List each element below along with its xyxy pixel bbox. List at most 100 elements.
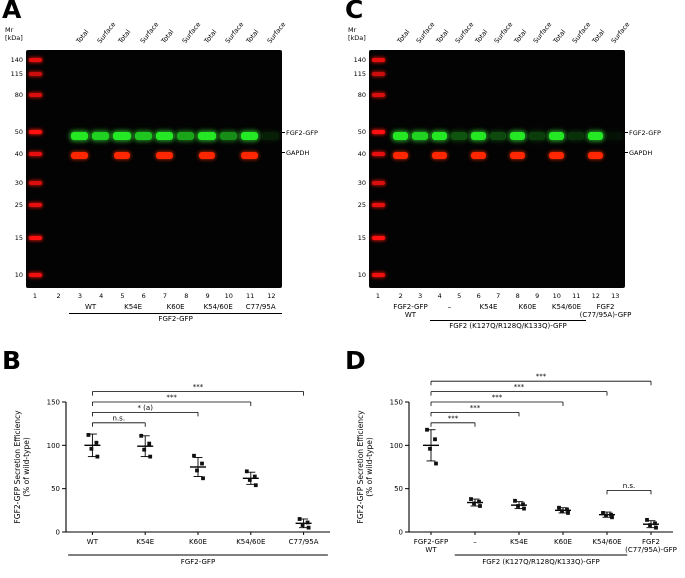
lane-fraction-label: Surface — [570, 20, 593, 45]
data-point — [89, 446, 94, 451]
data-point — [434, 461, 438, 466]
x-tick-label: FGF2-GFP — [414, 538, 448, 546]
data-point — [200, 461, 204, 466]
y-tick-label: 150 — [390, 399, 403, 407]
x-tick-label: WT — [87, 538, 99, 546]
lane-number: 5 — [457, 292, 462, 300]
mw-marker-label: 40 — [14, 150, 23, 158]
lane-fraction-label: Total — [159, 28, 176, 45]
construct-group-label: FGF2 (K127Q/R128Q/K133Q)-GFP — [482, 558, 599, 566]
data-point — [604, 513, 608, 518]
lane-number: 1 — [32, 292, 38, 300]
fgf2-gfp-band — [240, 132, 259, 140]
mutant-group-label: C77/95A — [245, 303, 276, 311]
lane-fraction-label: Total — [551, 28, 568, 45]
lane-number: 9 — [535, 292, 540, 300]
data-point — [300, 523, 305, 527]
gapdh-band-label: GAPDH — [624, 149, 653, 157]
construct-bracket — [430, 320, 586, 321]
mw-marker-label: 25 — [357, 201, 366, 209]
data-point — [610, 515, 614, 520]
lane-number: 3 — [418, 292, 423, 300]
significance-label: *** — [514, 383, 525, 391]
fgf2-gfp-band — [177, 132, 195, 140]
fgf2-gfp-band — [490, 132, 506, 140]
mr-text: Mr — [348, 26, 357, 34]
lane-number: 6 — [141, 292, 146, 300]
mw-ladder-band — [372, 236, 385, 240]
x-tick-sublabel: WT — [425, 546, 437, 554]
mw-ladder-band — [372, 203, 385, 207]
lane-number: 4 — [99, 292, 104, 300]
lane-number: 2 — [56, 292, 61, 300]
panel-b-letter: B — [2, 346, 22, 375]
fgf2-gfp-band — [509, 132, 525, 140]
data-point — [142, 447, 147, 452]
gapdh-band — [432, 152, 447, 159]
lane-number: 8 — [184, 292, 189, 300]
data-point — [306, 525, 311, 530]
lane-number: 12 — [267, 292, 276, 300]
significance-label: *** — [193, 383, 204, 391]
significance-label: *** — [536, 373, 547, 381]
data-point — [654, 525, 658, 530]
lane-fraction-label: Total — [590, 28, 607, 45]
lane-fraction-label: Total — [434, 28, 451, 45]
mw-marker-label: 30 — [357, 179, 366, 187]
data-point — [95, 454, 100, 459]
x-tick-label: C77/95A — [289, 538, 319, 546]
construct-bracket — [69, 313, 282, 314]
data-point — [201, 476, 205, 481]
lane-number: 4 — [437, 292, 442, 300]
fgf2-gfp-band — [219, 132, 237, 140]
mw-ladder-band — [29, 152, 42, 156]
y-tick-label: 100 — [390, 442, 403, 450]
data-point — [516, 504, 520, 508]
y-tick-label: 50 — [394, 485, 403, 493]
data-point — [148, 454, 153, 459]
lane-fraction-label: Surface — [138, 20, 160, 45]
x-tick-label: FGF2 — [642, 538, 660, 546]
mutant-group-label: FGF2 — [596, 303, 615, 311]
lane-fraction-label: Total — [512, 28, 529, 45]
lane-fraction-label: Surface — [492, 20, 515, 45]
y-tick-label: 50 — [51, 485, 60, 493]
lane-fraction-label: Total — [244, 28, 261, 45]
fgf2-gfp-band — [607, 132, 623, 140]
lane-number: 11 — [245, 292, 255, 300]
gapdh-band — [393, 152, 408, 159]
y-tick-label: 100 — [47, 442, 60, 450]
gapdh-band — [113, 152, 131, 159]
gapdh-band — [588, 152, 603, 159]
mw-marker-label: 115 — [353, 70, 366, 78]
lane-fraction-label: Surface — [414, 20, 437, 45]
mw-marker-label: 10 — [14, 271, 23, 279]
secretion-efficiency-scatter-b: 0 50 100 150 FGF2-GFP Secretion Efficiency (%… — [13, 383, 330, 566]
mutant-group-label: K60E — [518, 303, 537, 311]
lane-number: 13 — [611, 292, 620, 300]
mw-marker-label: 25 — [14, 201, 23, 209]
lane-number: 5 — [120, 292, 125, 300]
panel-d: D 0 50 100 150 FGF2-GFP Secretion Efficiency… — [343, 346, 685, 578]
molecular-weight-axis-label: Mr [kDa] — [5, 26, 23, 42]
fgf2-gfp-band — [70, 132, 89, 140]
lane-number: 1 — [375, 292, 381, 300]
lane-fraction-label: Surface — [609, 20, 632, 45]
lane-fraction-label: Surface — [266, 20, 288, 45]
significance-label: *** — [166, 394, 177, 402]
lane-number: 7 — [496, 292, 501, 300]
mutant-group-label: – — [447, 303, 452, 311]
data-point — [305, 520, 310, 525]
x-tick-label: K54/60E — [592, 538, 621, 546]
fgf2-gfp-band — [392, 132, 408, 140]
data-point — [253, 483, 258, 488]
significance-label: *** — [492, 394, 503, 402]
mw-ladder-band — [372, 93, 385, 97]
lane-fraction-label: Total — [117, 28, 133, 45]
lane-number: 2 — [398, 292, 403, 300]
fgf2-gfp-band — [155, 132, 174, 140]
gapdh-band-label: GAPDH — [281, 149, 310, 157]
mw-marker-label: 115 — [10, 70, 23, 78]
gapdh-band — [549, 152, 564, 159]
data-point — [566, 511, 570, 515]
